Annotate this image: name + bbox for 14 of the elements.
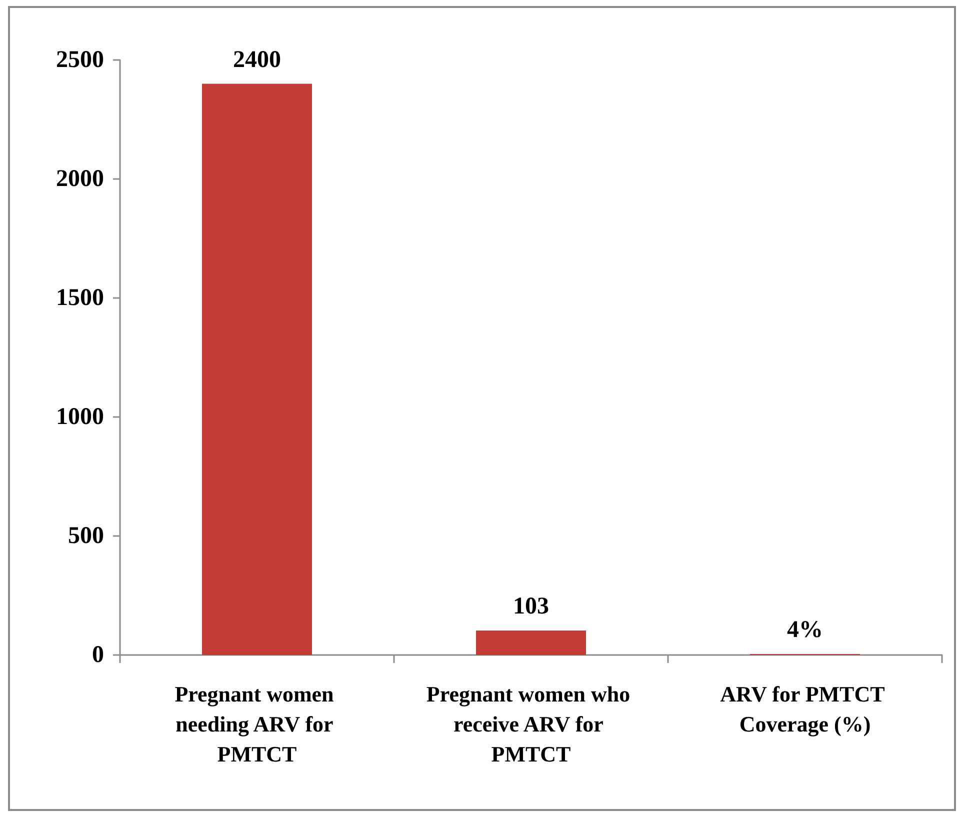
x-tick-label: ARV for PMTCT Coverage (%) [720,682,890,736]
y-tick-label: 1000 [56,404,104,430]
y-tick-label: 500 [68,523,104,549]
x-tick-label: Pregnant women who receive ARV for PMTCT [426,682,636,766]
y-tick-label: 1500 [56,285,104,311]
bar [476,630,586,655]
data-label: 4% [787,617,823,644]
bar [202,84,312,655]
y-tick-label: 0 [92,642,104,668]
data-label: 2400 [233,46,281,73]
y-tick-label: 2000 [56,166,104,192]
y-tick-label: 2500 [56,47,104,73]
x-tick-label: Pregnant women needing ARV for PMTCT [174,682,340,766]
data-label: 103 [513,593,549,620]
